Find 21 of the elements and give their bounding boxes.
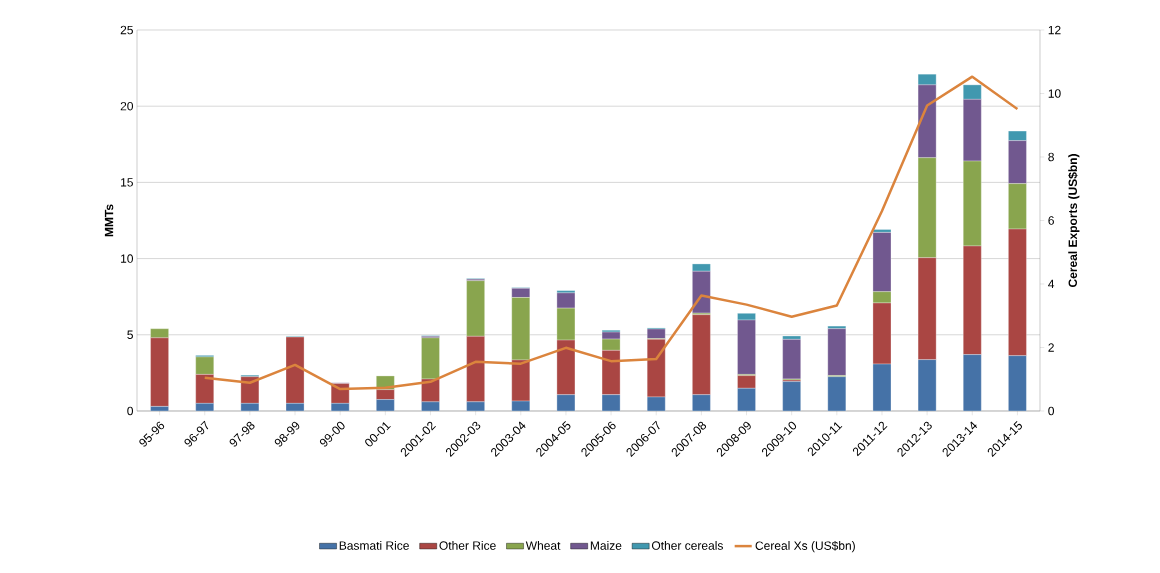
y-tick-label: 5: [127, 330, 133, 339]
y2-tick-label: 8: [1048, 152, 1054, 162]
legend-label: Cereal Xs (US$bn): [755, 540, 855, 553]
legend-label: Basmati Rice: [339, 541, 409, 550]
y-tick-label: 15: [121, 178, 133, 187]
y2-tick-label: 4: [1048, 279, 1055, 289]
y2-tick-label: 0: [1048, 406, 1055, 416]
legend-label: Wheat: [525, 541, 561, 550]
y-axis-title: MMTs: [104, 204, 114, 237]
y2-tick-label: 12: [1048, 25, 1061, 35]
y2-tick-label: 2: [1048, 343, 1054, 352]
y2-tick-label: 10: [1048, 89, 1061, 98]
y2-tick-label: 6: [1048, 216, 1054, 225]
y2-axis-title: Cereal Exports (US$bn): [1068, 154, 1080, 288]
y-tick-label: 25: [120, 25, 133, 35]
legend-label: Maize: [590, 541, 622, 550]
y-tick-label: 20: [120, 101, 134, 111]
legend-label: Other cereals: [651, 541, 723, 550]
y-tick-label: 10: [121, 254, 134, 263]
y-tick-label: 0: [127, 406, 134, 416]
legend-label: Other Rice: [439, 541, 496, 550]
